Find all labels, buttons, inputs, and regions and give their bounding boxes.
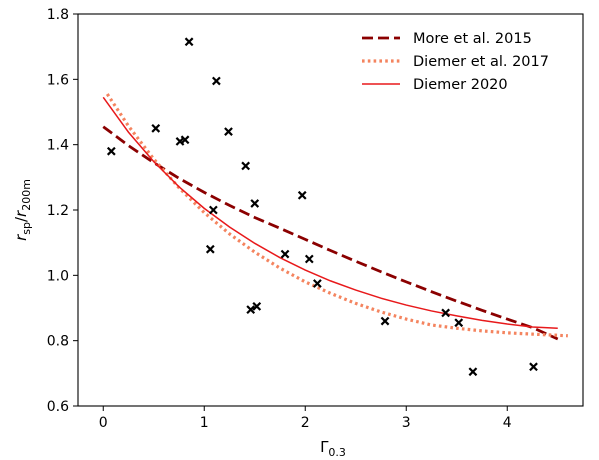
data-point-9: [246, 305, 256, 315]
data-point-4: [184, 37, 194, 47]
x-tick-label: 4: [503, 415, 512, 431]
points-layer: [106, 37, 538, 377]
series-layer: [102, 93, 568, 341]
data-point-10: [250, 199, 260, 208]
series-line-0: [102, 125, 559, 341]
x-tick-label: 0: [99, 415, 108, 431]
data-point-3: [180, 135, 190, 145]
data-point-5: [205, 244, 215, 254]
legend: More et al. 2015 Diemer et al. 2017 Diemer…: [362, 31, 549, 93]
x-axis-label-subscript: 0.3: [328, 446, 346, 459]
y-tick-label: 1.4: [47, 138, 69, 154]
x-axis-ticks: 0 1 2 3 4: [99, 406, 512, 431]
x-axis-label-main: Γ: [320, 438, 329, 456]
y-tick-label: 1.8: [47, 7, 69, 23]
y-axis-label-r2: r: [12, 210, 30, 217]
data-point-16: [312, 279, 322, 288]
x-tick-label: 1: [200, 415, 209, 431]
y-axis-ticks: 0.6 0.8 1.0 1.2 1.4 1.6 1.8: [47, 7, 78, 415]
data-point-13: [280, 249, 290, 259]
data-point-12: [208, 205, 218, 215]
x-axis-label: Γ0.3: [320, 438, 346, 459]
series-line-2: [102, 96, 558, 329]
data-point-19: [454, 318, 464, 328]
y-tick-label: 0.8: [47, 334, 69, 350]
y-axis-label: rsp/r200m: [12, 179, 33, 241]
y-tick-label: 0.6: [47, 399, 69, 415]
legend-label-1: Diemer et al. 2017: [413, 54, 549, 70]
y-axis-label-sub2: 200m: [20, 179, 33, 211]
data-point-17: [380, 316, 390, 326]
y-axis-label-slash: /: [12, 216, 30, 222]
data-point-14: [297, 190, 307, 200]
y-axis-label-sub1: sp: [20, 222, 33, 235]
data-point-8: [241, 161, 251, 171]
data-point-15: [304, 254, 314, 264]
x-tick-label: 3: [402, 415, 411, 431]
data-point-6: [211, 76, 221, 86]
data-point-0: [106, 146, 116, 156]
data-point-7: [224, 127, 233, 136]
legend-label-0: More et al. 2015: [413, 31, 532, 47]
legend-label-2: Diemer 2020: [413, 77, 508, 93]
x-tick-label: 2: [301, 415, 310, 431]
data-point-11: [252, 301, 262, 311]
data-point-18: [441, 308, 451, 318]
data-point-21: [529, 362, 538, 372]
y-axis-label-r1: r: [12, 234, 30, 241]
data-point-1: [151, 123, 161, 133]
y-tick-label: 1.0: [47, 268, 69, 284]
data-point-20: [468, 367, 478, 377]
y-tick-label: 1.6: [47, 72, 69, 88]
y-tick-label: 1.2: [47, 203, 69, 219]
